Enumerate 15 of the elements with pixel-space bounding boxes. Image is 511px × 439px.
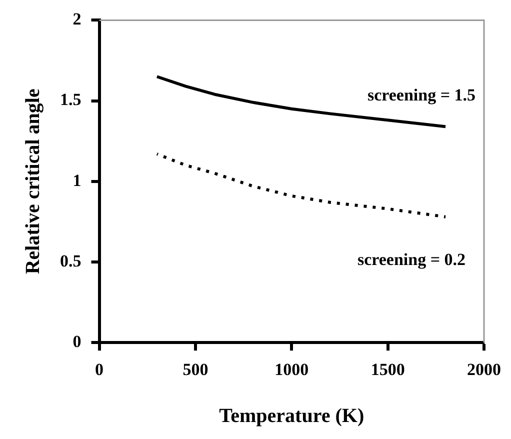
x-tick-label: 1500 [370,360,405,380]
x-tick-label: 2000 [467,360,501,380]
y-tick-label: 2 [72,10,82,29]
y-tick-label: 1 [72,170,82,190]
y-tick-label: 0 [72,332,82,351]
line-series [155,152,448,218]
x-axis-title: Temperature (K) [219,405,364,428]
x-tick-label: 500 [182,360,208,380]
x-tick-label: 1000 [274,360,309,380]
y-axis-title: Relative critical angle [22,88,44,274]
series-label: screening = 1.5 [367,85,476,104]
x-tick-label: 0 [95,360,104,380]
text: screening = 0.2 [357,250,466,269]
y-tick-label: 1.5 [60,90,82,110]
y-tick-label: 0.5 [60,251,82,270]
